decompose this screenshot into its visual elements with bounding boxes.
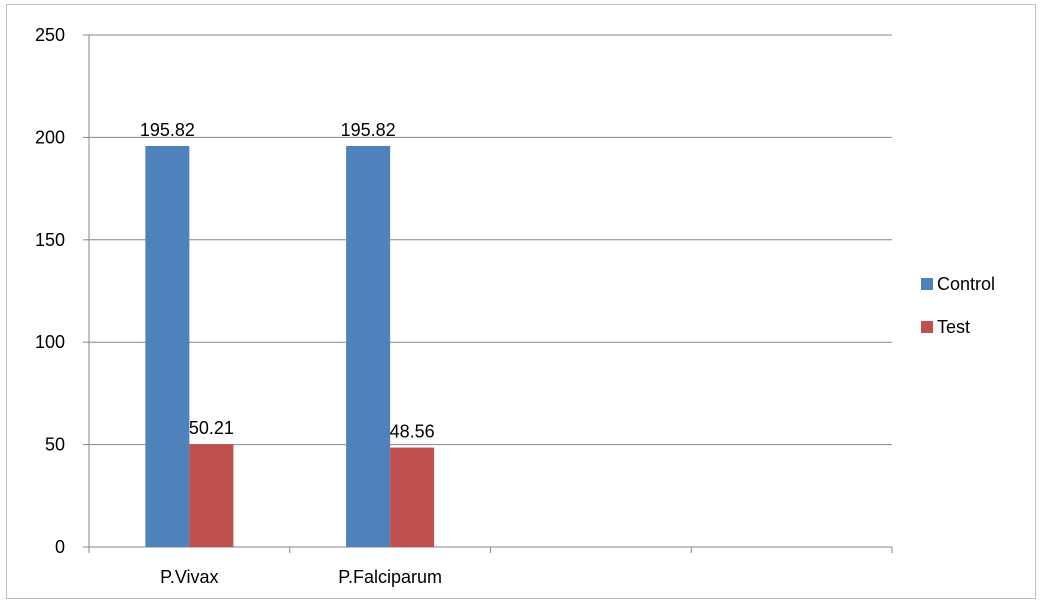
legend-label-control: Control (937, 274, 995, 294)
data-label: 195.82 (341, 120, 396, 140)
x-tick-labels: P.Vivax P.Falciparum (160, 567, 442, 587)
y-tick-label: 150 (35, 230, 65, 250)
legend-label-test: Test (937, 317, 970, 337)
y-tick-label: 100 (35, 332, 65, 352)
y-tick-label: 200 (35, 127, 65, 147)
data-labels: 195.82 50.21 195.82 48.56 (140, 120, 435, 442)
legend-swatch-control (921, 278, 933, 290)
y-tick-label: 250 (35, 25, 65, 45)
x-tick-label: P.Vivax (160, 567, 218, 587)
bars (145, 145, 435, 548)
bar-control-p-falciparum (346, 145, 391, 548)
bar-test-p-falciparum (390, 447, 435, 547)
data-label: 50.21 (189, 418, 234, 438)
y-tick-label: 0 (55, 537, 65, 557)
bar-test-p-vivax (189, 444, 234, 547)
data-label: 195.82 (140, 120, 195, 140)
legend: Control Test (921, 274, 995, 337)
y-tick-label: 50 (45, 435, 65, 455)
y-tick-labels: 0 50 100 150 200 250 (35, 25, 65, 557)
data-label: 48.56 (390, 422, 435, 442)
x-tick-label: P.Falciparum (338, 567, 442, 587)
legend-swatch-test (921, 321, 933, 333)
bar-control-p-vivax (145, 145, 190, 548)
gridlines (89, 34, 892, 446)
